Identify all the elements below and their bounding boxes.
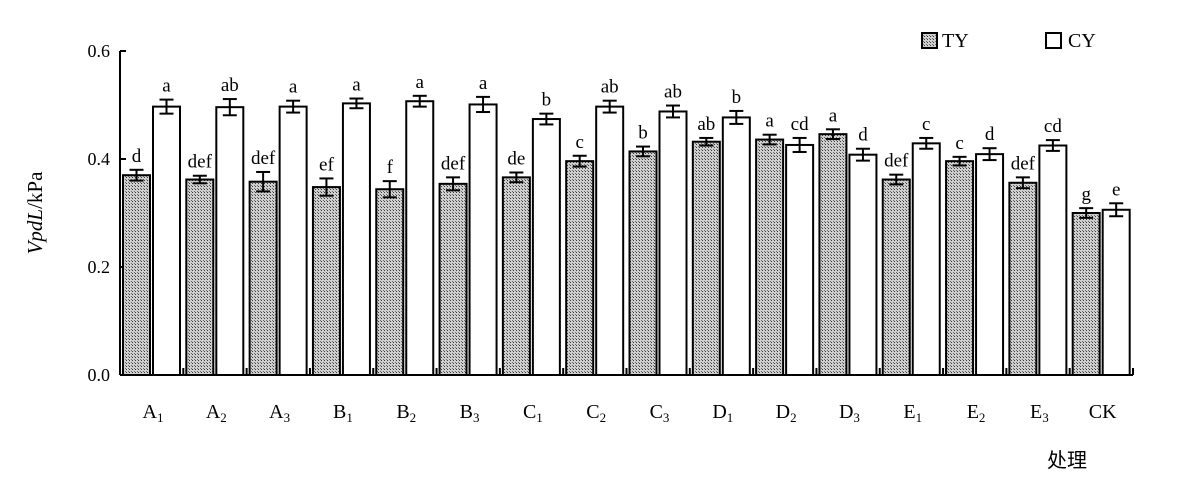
significance-letter: def — [441, 153, 466, 174]
significance-letter: c — [575, 132, 583, 153]
category-label: CK — [1089, 401, 1117, 423]
bar-ty-e2 — [945, 160, 975, 376]
y-axis-label-symbol: VpdL — [23, 209, 47, 255]
bar-cy-e3 — [1038, 144, 1068, 376]
category-labels: A1 A2 A3 B1 B2 B3 C1 C2 C3 D1 D2 D3 E1 E2 E3 CK — [143, 401, 1118, 425]
significance-letter: g — [1081, 184, 1091, 205]
significance-letter: d — [858, 125, 868, 146]
category-label: C3 — [650, 401, 670, 425]
bar-ty-a1 — [122, 174, 151, 376]
significance-letter: def — [884, 151, 909, 172]
significance-letter: a — [289, 77, 298, 98]
significance-letter: a — [479, 73, 488, 94]
bar-ty-b2 — [375, 188, 405, 376]
bar-ty-a2 — [185, 178, 215, 376]
bar-cy-ck — [1101, 208, 1131, 376]
legend: TY CY — [921, 30, 1096, 52]
category-label: B1 — [333, 401, 353, 425]
significance-letter: def — [1011, 153, 1036, 174]
bar-cy-a1 — [152, 105, 181, 377]
significance-letter: a — [352, 75, 361, 96]
category-label: C1 — [523, 401, 543, 425]
category-label: E2 — [967, 401, 986, 425]
legend-label-ty: TY — [942, 30, 969, 52]
bar-ty-a3 — [248, 180, 278, 376]
bar-ty-b1 — [311, 186, 341, 376]
significance-letter: b — [542, 90, 552, 111]
significance-letter: ef — [319, 154, 334, 175]
category-label: A1 — [143, 401, 164, 425]
significance-letter: f — [387, 157, 394, 178]
x-axis-label: 处理 — [1047, 448, 1087, 472]
bar-cy-b2 — [405, 100, 435, 376]
bar-ty-e3 — [1008, 181, 1038, 376]
significance-letter: def — [188, 152, 213, 173]
bar-ty-c3 — [628, 150, 658, 376]
significance-letter: c — [955, 133, 963, 154]
bar-cy-e2 — [975, 153, 1005, 376]
y-tick-label: 0.2 — [88, 257, 111, 277]
bar-ty-c2 — [565, 160, 595, 376]
significance-letter: e — [1112, 179, 1120, 200]
bar-cy-e1 — [911, 142, 941, 376]
significance-letter: ab — [697, 114, 715, 135]
significance-letter: b — [732, 87, 742, 108]
bar-cy-d1 — [721, 116, 751, 376]
bar-cy-a3 — [278, 105, 308, 377]
significance-letter: ab — [664, 82, 682, 103]
bar-ty-d3 — [818, 133, 848, 376]
bar-cy-b3 — [468, 103, 498, 377]
bar-ty-e1 — [881, 178, 911, 376]
category-label: E3 — [1030, 401, 1049, 425]
category-label: E1 — [903, 401, 922, 425]
category-label: D2 — [776, 401, 797, 425]
legend-swatch-cy — [1045, 32, 1062, 49]
bar-cy-c1 — [531, 118, 561, 377]
bar-ty-b3 — [438, 182, 468, 376]
significance-letter: a — [162, 76, 171, 97]
legend-label-cy: CY — [1068, 30, 1096, 52]
y-axis: 0.0 0.2 0.4 0.6 — [88, 41, 126, 385]
significance-letter: d — [985, 124, 995, 145]
significance-letter: ab — [221, 75, 239, 96]
bar-cy-c3 — [658, 110, 688, 376]
category-label: A2 — [206, 401, 227, 425]
y-tick-label: 0.4 — [88, 149, 111, 169]
bar-cy-b1 — [341, 102, 371, 376]
category-label: B2 — [396, 401, 416, 425]
y-axis-label: VpdL/kPa — [23, 171, 47, 255]
y-tick-label: 0.6 — [88, 41, 111, 61]
significance-letter: cd — [791, 114, 809, 135]
significance-letter: cd — [1044, 116, 1062, 137]
legend-swatch-ty — [921, 32, 938, 49]
significance-letter: def — [251, 148, 276, 169]
bar-cy-a2 — [215, 106, 245, 376]
bar-cy-c2 — [595, 105, 625, 377]
significance-letter: a — [829, 105, 838, 126]
bar-ty-c1 — [501, 176, 531, 376]
significance-letter: b — [638, 123, 648, 144]
bar-cy-d2 — [785, 143, 815, 376]
category-label: C2 — [586, 401, 606, 425]
y-tick-label: 0.0 — [88, 365, 111, 385]
bar-ty-ck — [1071, 212, 1101, 376]
significance-letter: d — [132, 146, 142, 167]
category-label: A3 — [269, 401, 290, 425]
bar-ty-d1 — [691, 140, 721, 376]
bar-ty-d2 — [755, 138, 785, 376]
category-label: D3 — [839, 401, 860, 425]
category-label: D1 — [712, 401, 733, 425]
y-axis-label-unit: /kPa — [23, 171, 47, 209]
significance-letter: de — [507, 149, 525, 170]
category-label: B3 — [460, 401, 480, 425]
significance-letter: a — [765, 111, 774, 132]
bar-cy-d3 — [848, 153, 878, 376]
significance-letter: c — [922, 114, 930, 135]
significance-letter: a — [416, 72, 425, 93]
significance-letter: ab — [601, 77, 619, 98]
